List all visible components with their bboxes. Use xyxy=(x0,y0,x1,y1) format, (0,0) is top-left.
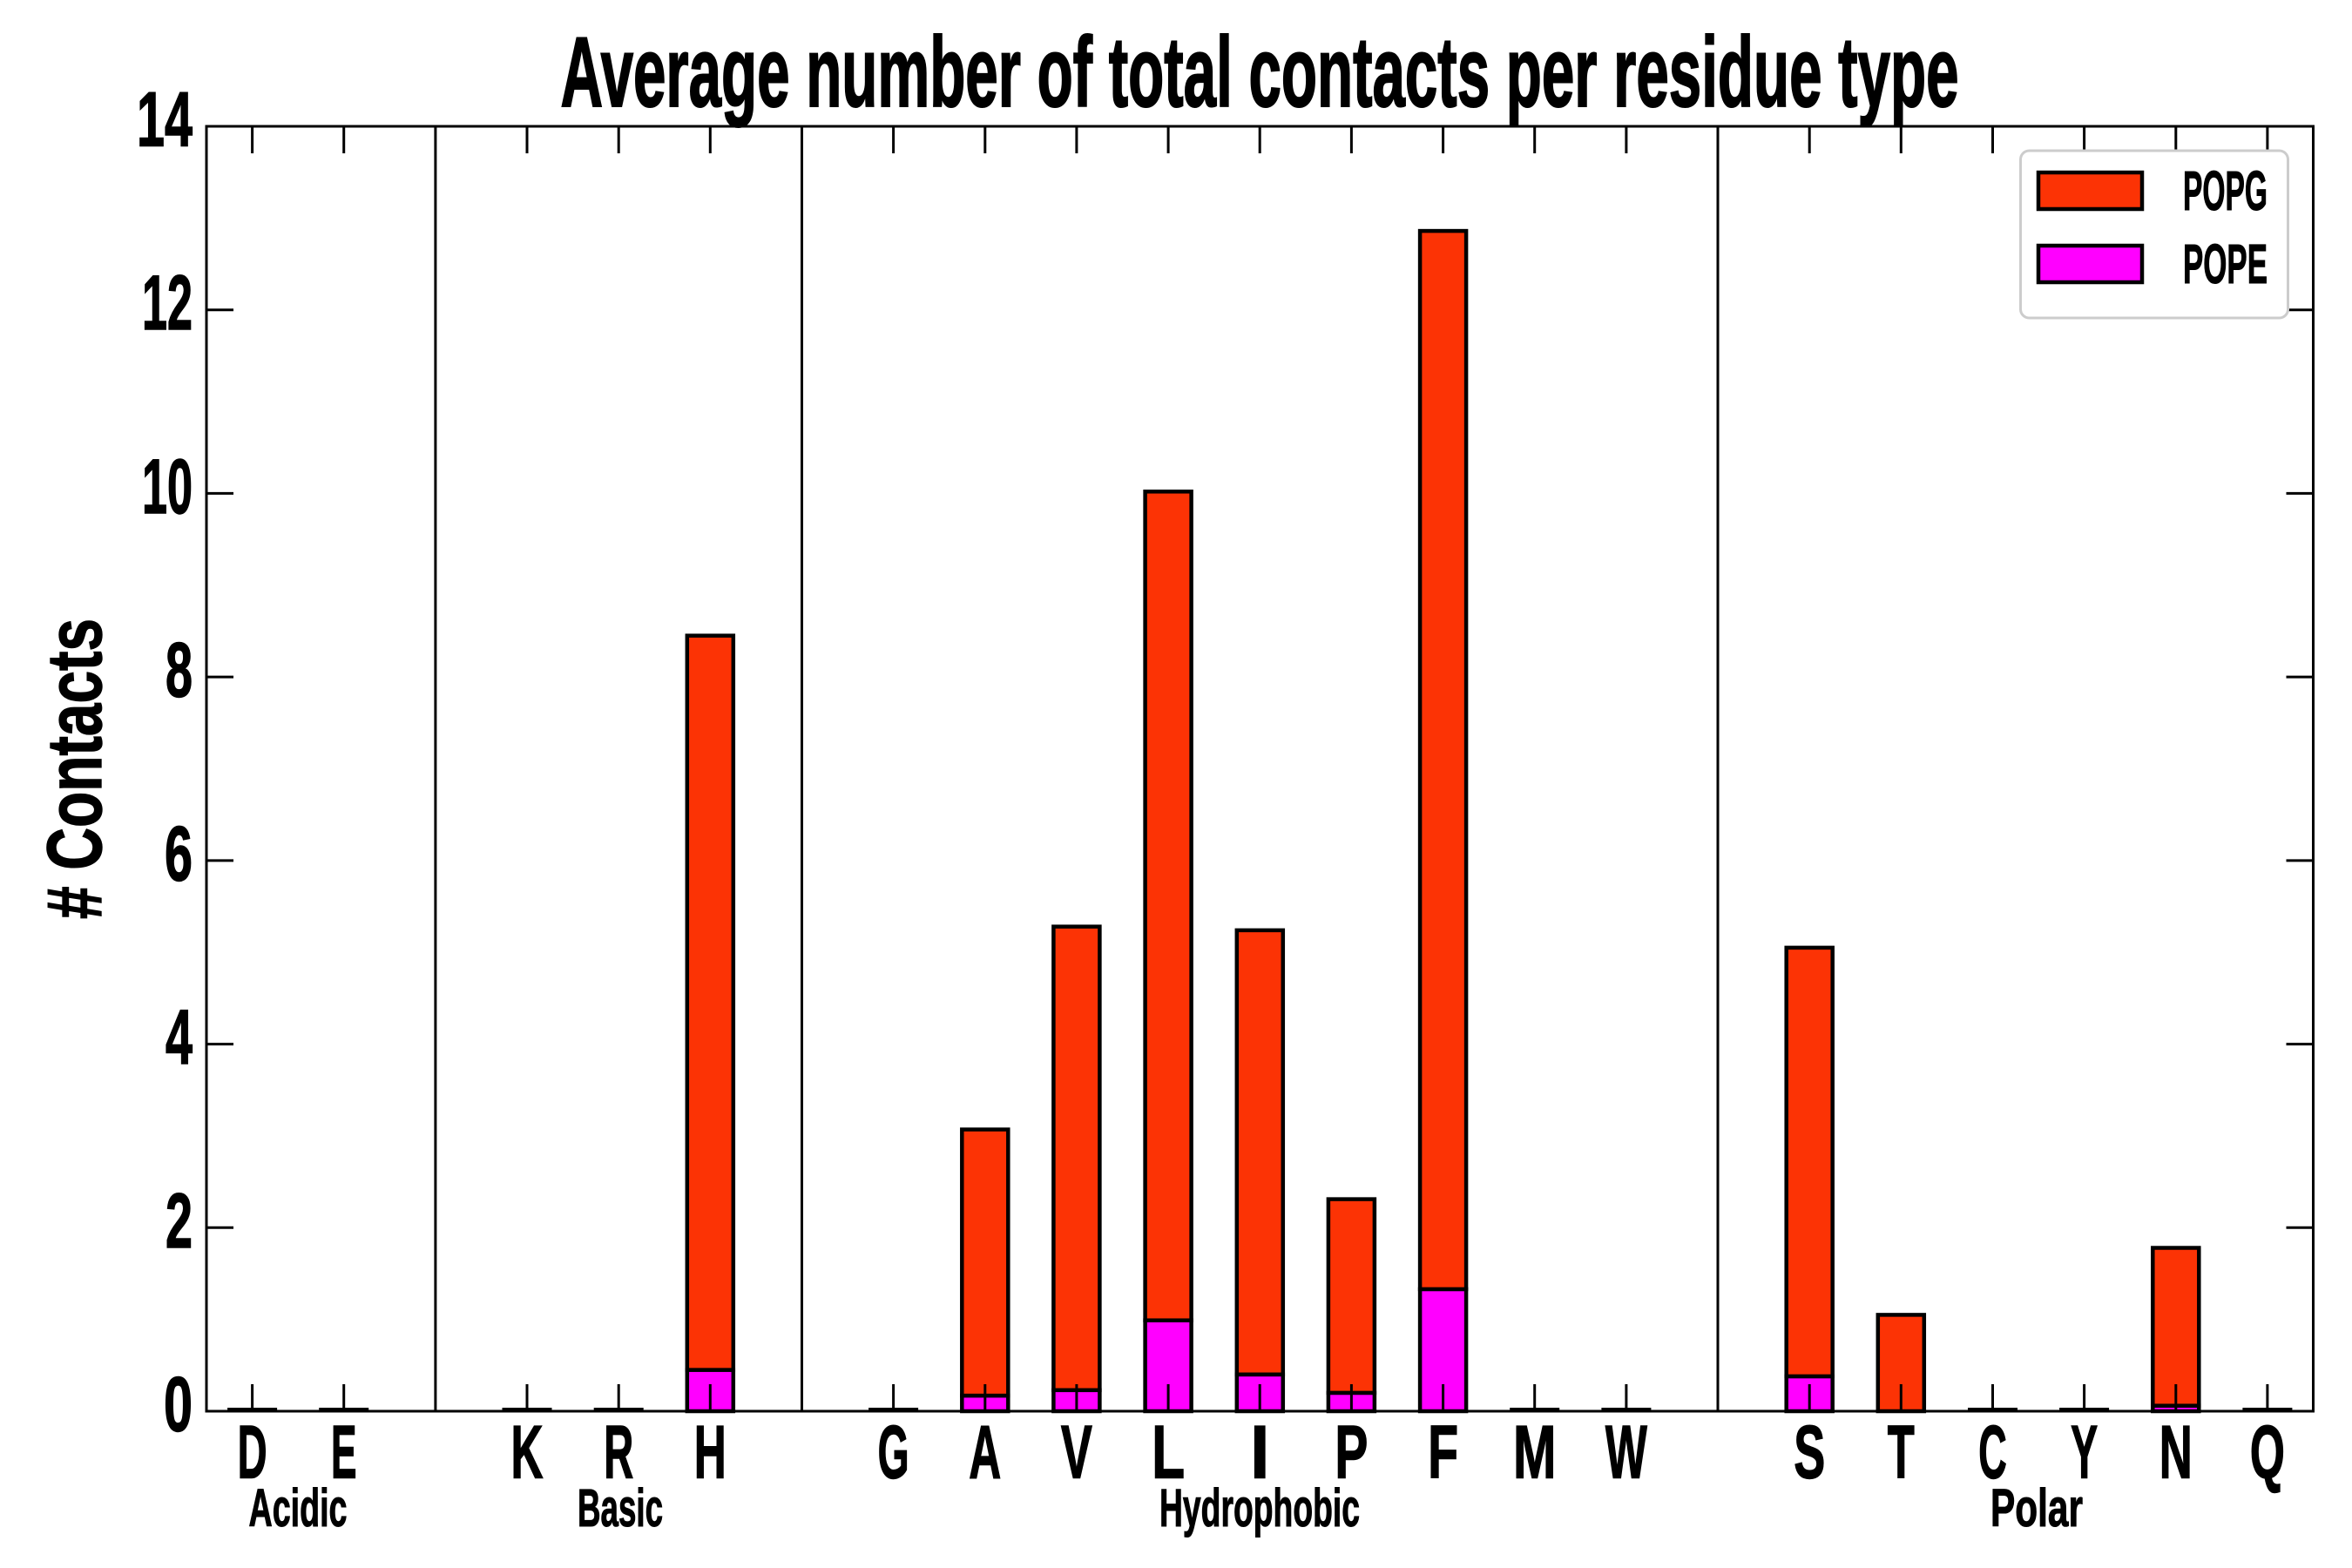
svg-text:S: S xyxy=(1794,1411,1825,1495)
svg-text:W: W xyxy=(1605,1411,1647,1495)
svg-text:POPE: POPE xyxy=(2183,233,2268,295)
svg-text:# Contacts: # Contacts xyxy=(30,618,118,919)
svg-text:N: N xyxy=(2159,1411,2193,1495)
svg-text:Q: Q xyxy=(2250,1411,2285,1495)
svg-text:Y: Y xyxy=(2071,1411,2098,1495)
svg-text:A: A xyxy=(969,1411,1001,1495)
svg-text:D: D xyxy=(238,1411,267,1495)
svg-text:C: C xyxy=(1978,1411,2007,1495)
svg-text:Polar: Polar xyxy=(1990,1478,2083,1538)
svg-text:Average number of total contac: Average number of total contacts per res… xyxy=(561,17,1959,128)
svg-text:I: I xyxy=(1250,1411,1269,1495)
svg-text:4: 4 xyxy=(166,993,193,1080)
svg-text:P: P xyxy=(1335,1411,1368,1495)
svg-text:Acidic: Acidic xyxy=(249,1478,348,1538)
svg-text:Basic: Basic xyxy=(578,1478,663,1538)
svg-text:F: F xyxy=(1428,1411,1458,1495)
svg-text:K: K xyxy=(511,1411,544,1495)
svg-text:T: T xyxy=(1888,1411,1915,1495)
svg-text:R: R xyxy=(604,1411,633,1495)
svg-text:14: 14 xyxy=(137,76,193,163)
svg-text:E: E xyxy=(331,1411,357,1495)
svg-text:10: 10 xyxy=(142,443,193,530)
svg-text:G: G xyxy=(878,1411,909,1495)
svg-text:L: L xyxy=(1152,1411,1185,1495)
svg-text:M: M xyxy=(1513,1411,1557,1495)
svg-text:6: 6 xyxy=(165,809,193,896)
svg-text:Hydrophobic: Hydrophobic xyxy=(1159,1478,1360,1538)
svg-text:POPG: POPG xyxy=(2183,159,2268,222)
svg-text:2: 2 xyxy=(166,1177,193,1264)
svg-text:12: 12 xyxy=(142,259,193,346)
svg-text:8: 8 xyxy=(166,626,193,713)
svg-text:0: 0 xyxy=(164,1361,193,1448)
svg-text:H: H xyxy=(694,1411,727,1495)
svg-text:V: V xyxy=(1061,1411,1092,1495)
